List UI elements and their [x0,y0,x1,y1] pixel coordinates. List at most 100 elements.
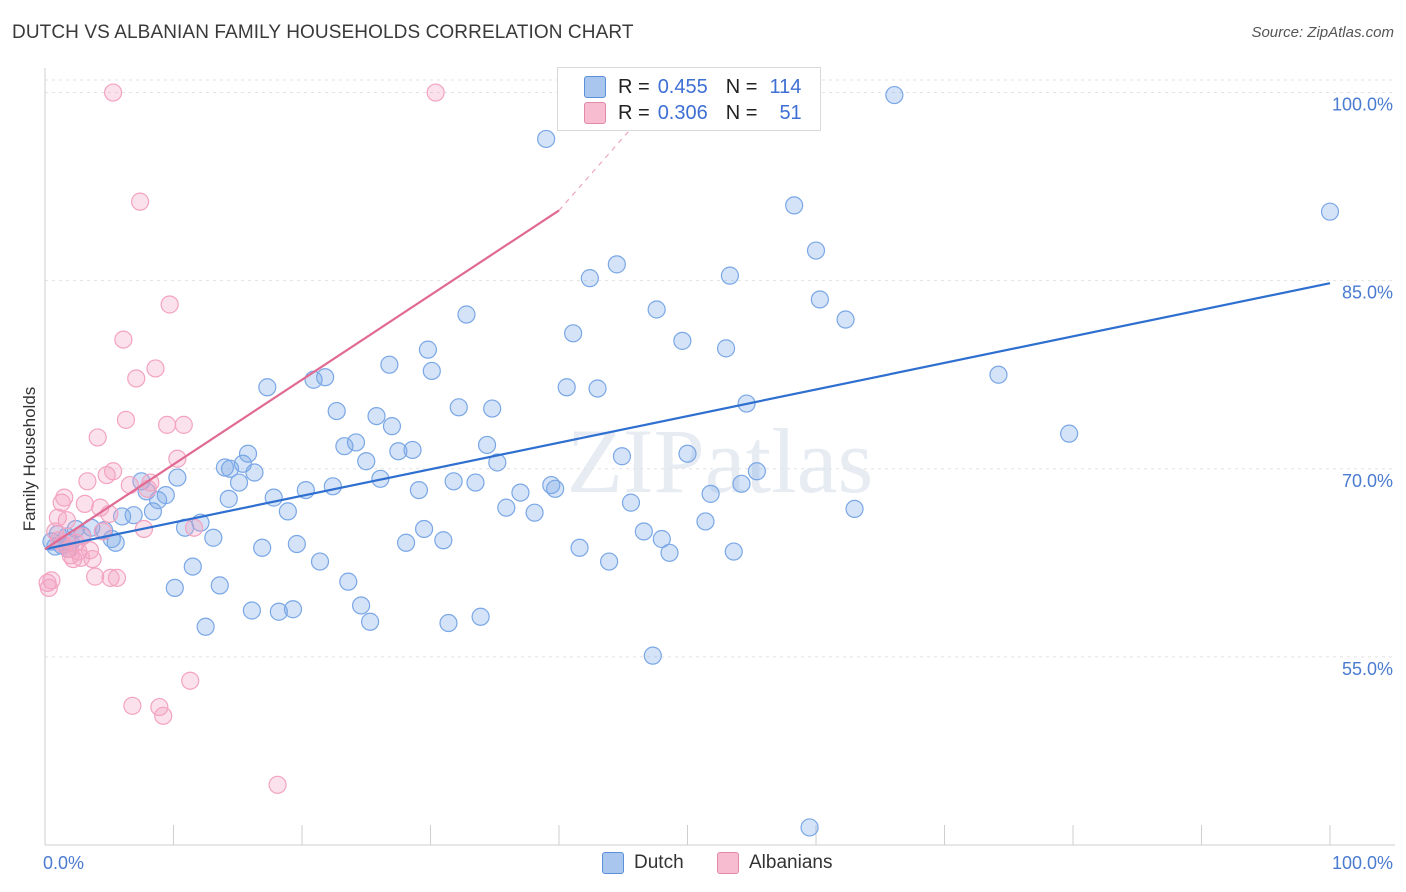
dutch-point [564,324,583,343]
albanian-point [127,369,146,388]
legend-n-label: N = [725,101,758,124]
dutch-point [647,300,666,319]
dutch-point [588,379,607,398]
y-tick-label: 55.0% [1342,659,1393,679]
albanian-point [104,462,123,481]
dutch-point [283,600,303,619]
dutch-point [396,533,416,552]
dutch-point [785,196,804,215]
dutch-point [310,552,330,571]
legend-r-value: 0.306 [657,101,708,124]
dutch-point [497,498,516,517]
dutch-point [660,543,679,562]
dutch-point [747,462,766,481]
albanian-point [150,697,169,717]
dutch-point [652,529,671,549]
dutch-point [204,528,223,547]
bottom-legend-swatch-dutch [602,852,624,874]
dutch-point [245,463,264,482]
dutch-point [439,613,458,633]
dutch-point [352,596,371,615]
legend-row-dutch: R = 0.455 N = 114 [584,74,805,100]
dutch-point [361,612,380,631]
legend-n-value: 51 [779,101,802,124]
dutch-point [701,484,720,503]
watermark: ZIPatlas [567,410,874,512]
legend-r-label: R = [618,101,650,124]
dutch-point [357,452,376,471]
dutch-point [634,522,653,541]
dutch-point [434,531,453,550]
albanian-point [55,488,74,507]
albanian-point [104,83,123,102]
dutch-point [488,453,507,472]
dutch-point [156,486,175,505]
albanian-point [141,473,160,492]
dutch-point [525,503,544,522]
dutch-point [382,417,402,436]
albanian-point [116,410,136,429]
dutch-point [287,534,306,554]
dutch-point [678,444,697,463]
legend-row-albanians: R = 0.306 N = 51 [584,100,806,126]
albanian-point [168,449,187,468]
tick-labels: 55.0% 70.0% 85.0% 100.0% 0.0% 100.0% [43,95,1393,873]
albanian-point [52,493,71,512]
dutch-point [449,398,468,417]
albanian-point [426,83,445,102]
chart-title: DUTCH VS ALBANIAN FAMILY HOUSEHOLDS CORR… [12,22,634,43]
dutch-point [600,552,619,571]
dutch-point [800,818,819,837]
dutch-point [557,378,576,397]
bottom-legend-dutch[interactable]: Dutch [602,852,684,874]
albanian-point [75,494,94,513]
legend-n-value: 114 [769,75,802,98]
grid-lines [45,79,1395,658]
dutch-point [229,473,249,492]
dutch-point [409,480,429,500]
bottom-legend-label-dutch: Dutch [634,852,684,873]
albanian-point [120,475,139,495]
dutch-point [612,447,632,466]
dutch-point [238,444,258,463]
source-label: Source: ZipAtlas.com [1251,24,1394,41]
x-tick-label: 100.0% [1332,853,1393,873]
legend-r-value: 0.455 [657,75,708,98]
dutch-point [414,519,434,539]
albanian-point [39,578,58,598]
albanian-point [101,568,120,587]
legend-n-label: N = [725,75,758,98]
albanian-point [184,518,204,537]
axes [44,68,1395,846]
y-tick-label: 70.0% [1342,471,1393,491]
dutch-point [367,406,386,426]
dutch-point [327,401,346,421]
dutch-point [483,399,502,418]
albanian-point [107,568,127,587]
legend-swatch-dutch [584,76,606,98]
dutch-point [253,538,272,557]
albanian-trend-extension [558,129,631,211]
dutch-point [477,435,497,455]
data-points [38,83,1340,837]
dutch-point [810,290,829,309]
dutch-point [210,576,229,595]
dutch-point [339,572,358,591]
albanian-point [114,330,133,349]
dutch-point [316,368,335,387]
dutch-point [444,472,463,491]
dutch-point [219,489,238,508]
bottom-legend: Dutch Albanians [0,852,1406,878]
dutch-point [607,255,626,274]
dutch-point [1320,202,1340,221]
dutch-point [716,339,736,358]
dutch-point [724,542,743,561]
albanian-point [71,548,91,567]
bottom-legend-albanians[interactable]: Albanians [717,852,832,874]
albanian-point [160,295,179,314]
dutch-point [580,269,599,288]
albanian-point [130,192,150,211]
dutch-point [732,474,751,493]
dutch-point [720,266,740,285]
dutch-point [673,331,692,350]
